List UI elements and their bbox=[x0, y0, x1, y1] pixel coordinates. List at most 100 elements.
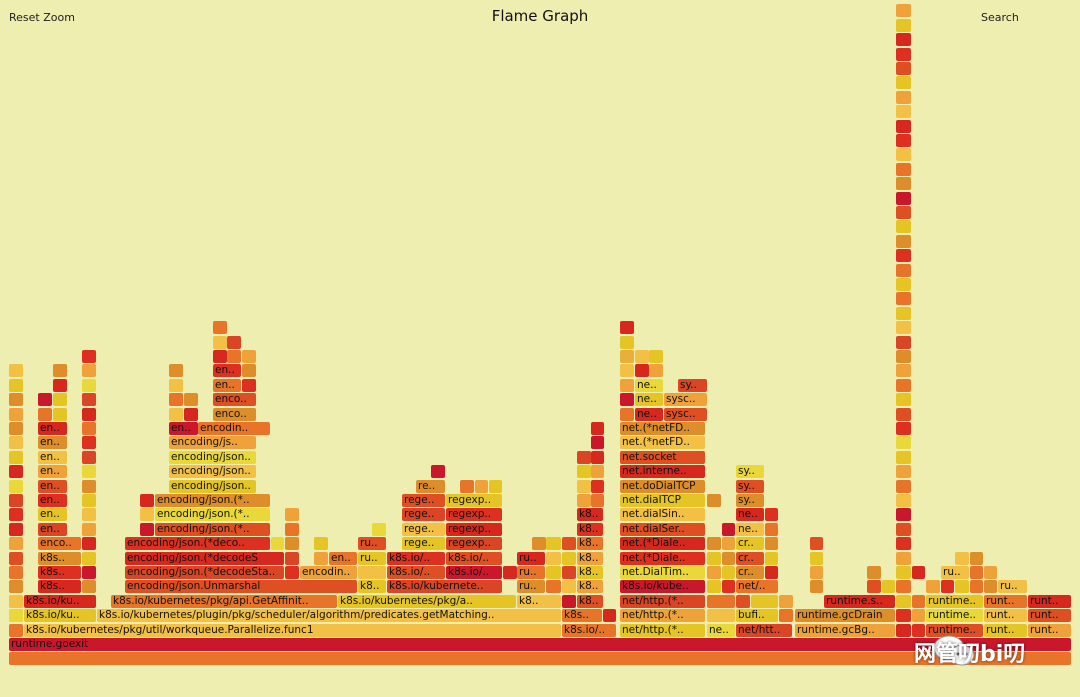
search-button[interactable]: Search bbox=[981, 11, 1019, 24]
flame-frame[interactable] bbox=[765, 566, 778, 579]
flame-frame[interactable] bbox=[970, 566, 983, 579]
flame-frame[interactable] bbox=[227, 350, 241, 363]
flame-frame[interactable]: sy.. bbox=[736, 479, 764, 493]
flame-frame[interactable]: k8.. bbox=[577, 537, 603, 551]
flame-frame[interactable]: en.. bbox=[38, 465, 67, 479]
flame-frame[interactable]: en.. bbox=[329, 551, 357, 565]
flame-frame[interactable] bbox=[271, 537, 284, 551]
flame-frame[interactable]: ne.. bbox=[736, 522, 764, 536]
flame-frame[interactable] bbox=[751, 594, 778, 608]
flame-frame[interactable] bbox=[896, 479, 911, 493]
flame-frame[interactable] bbox=[9, 450, 23, 464]
flame-frame[interactable]: k8s.io/.. bbox=[562, 623, 616, 637]
flame-frame[interactable]: k8s.io/ku.. bbox=[24, 609, 96, 623]
flame-frame[interactable] bbox=[562, 537, 576, 551]
flame-frame[interactable]: ru.. bbox=[358, 551, 386, 565]
reset-zoom-button[interactable]: Reset Zoom bbox=[9, 11, 75, 24]
flame-frame[interactable] bbox=[9, 609, 23, 623]
flame-frame[interactable] bbox=[896, 609, 911, 623]
flame-frame[interactable]: en.. bbox=[38, 522, 67, 536]
flame-frame[interactable]: k8s.io/.. bbox=[446, 566, 502, 579]
flame-frame[interactable]: ru.. bbox=[517, 551, 545, 565]
flame-frame[interactable]: k8.. bbox=[577, 580, 603, 594]
flame-frame[interactable] bbox=[38, 407, 52, 421]
flame-frame[interactable] bbox=[82, 580, 96, 594]
flame-frame[interactable] bbox=[82, 479, 96, 493]
flame-frame[interactable] bbox=[169, 393, 183, 407]
flame-frame[interactable] bbox=[896, 119, 911, 133]
flame-frame[interactable]: k8s.. bbox=[562, 609, 602, 623]
flame-frame[interactable] bbox=[82, 364, 96, 378]
flame-frame[interactable] bbox=[984, 566, 997, 579]
flame-frame[interactable]: sysc.. bbox=[664, 407, 707, 421]
flame-frame[interactable]: net/http.(*.. bbox=[620, 609, 705, 623]
flame-frame[interactable] bbox=[577, 479, 591, 493]
flame-frame[interactable] bbox=[896, 508, 911, 522]
flame-frame[interactable] bbox=[896, 90, 911, 104]
flame-frame[interactable] bbox=[896, 148, 911, 162]
flame-frame[interactable] bbox=[9, 566, 23, 579]
flame-frame[interactable]: net.socket bbox=[620, 450, 705, 464]
flame-frame[interactable] bbox=[707, 566, 721, 579]
flame-frame[interactable]: runt.. bbox=[984, 623, 1027, 637]
flame-frame[interactable]: rege.. bbox=[402, 508, 445, 522]
flame-frame[interactable] bbox=[896, 465, 911, 479]
flame-frame[interactable] bbox=[649, 364, 663, 378]
flame-frame[interactable]: k8s.. bbox=[38, 566, 81, 579]
flame-frame[interactable]: rege.. bbox=[402, 537, 445, 551]
flame-frame[interactable] bbox=[707, 580, 721, 594]
flame-frame[interactable]: runtime.. bbox=[926, 594, 983, 608]
flame-frame[interactable]: k8s.io/.. bbox=[387, 566, 445, 579]
flame-frame[interactable]: bufi.. bbox=[736, 609, 778, 623]
flame-frame[interactable]: k8.. bbox=[577, 522, 603, 536]
flame-frame[interactable]: runtime.. bbox=[926, 623, 983, 637]
flame-frame[interactable] bbox=[896, 522, 911, 536]
flame-frame[interactable]: ru.. bbox=[998, 580, 1027, 594]
flame-frame[interactable] bbox=[140, 522, 154, 536]
flame-frame[interactable] bbox=[896, 292, 911, 306]
flame-frame[interactable]: net/htt.. bbox=[736, 623, 792, 637]
flame-frame[interactable]: k8.. bbox=[358, 580, 386, 594]
flame-frame[interactable] bbox=[53, 393, 67, 407]
flame-frame[interactable] bbox=[635, 364, 649, 378]
flame-frame[interactable]: enco.. bbox=[38, 537, 81, 551]
flame-frame[interactable] bbox=[984, 580, 997, 594]
flame-frame[interactable] bbox=[82, 465, 96, 479]
flame-frame[interactable]: enco.. bbox=[213, 407, 256, 421]
flame-frame[interactable]: ne.. bbox=[635, 378, 663, 392]
flame-frame[interactable]: net.dialSin.. bbox=[620, 508, 705, 522]
flame-frame[interactable] bbox=[9, 580, 23, 594]
flame-frame[interactable] bbox=[184, 407, 198, 421]
flame-frame[interactable] bbox=[562, 594, 576, 608]
flame-frame[interactable] bbox=[912, 594, 925, 608]
flame-frame[interactable] bbox=[620, 378, 634, 392]
flame-frame[interactable] bbox=[896, 105, 911, 119]
flame-frame[interactable]: ru.. bbox=[941, 566, 969, 579]
flame-frame[interactable] bbox=[882, 580, 895, 594]
flame-frame[interactable] bbox=[896, 407, 911, 421]
flame-frame[interactable] bbox=[53, 364, 67, 378]
flame-frame[interactable] bbox=[9, 407, 23, 421]
flame-frame[interactable]: encoding/js.. bbox=[169, 436, 256, 450]
flame-frame[interactable] bbox=[562, 580, 576, 594]
flame-frame[interactable] bbox=[577, 450, 591, 464]
flame-frame[interactable] bbox=[140, 508, 154, 522]
flame-frame[interactable]: cr.. bbox=[736, 566, 764, 579]
flame-frame[interactable] bbox=[9, 465, 23, 479]
flame-frame[interactable]: encoding/json.. bbox=[169, 479, 256, 493]
flame-frame[interactable] bbox=[82, 450, 96, 464]
flame-frame[interactable]: encoding/json.. bbox=[169, 450, 256, 464]
flame-frame[interactable] bbox=[722, 551, 735, 565]
flame-frame[interactable]: encoding/json.Unmarshal bbox=[125, 580, 357, 594]
flame-frame[interactable] bbox=[314, 551, 328, 565]
flame-frame[interactable]: net.(*netFD.. bbox=[620, 422, 705, 435]
flame-frame[interactable]: sy.. bbox=[678, 378, 707, 392]
flame-frame[interactable] bbox=[546, 537, 561, 551]
flame-frame[interactable] bbox=[736, 594, 750, 608]
flame-frame[interactable] bbox=[577, 494, 591, 507]
flame-frame[interactable]: sy.. bbox=[736, 465, 764, 479]
flame-frame[interactable] bbox=[9, 378, 23, 392]
flame-frame[interactable] bbox=[9, 623, 23, 637]
flame-frame[interactable]: rege.. bbox=[402, 522, 445, 536]
flame-frame[interactable] bbox=[532, 537, 546, 551]
